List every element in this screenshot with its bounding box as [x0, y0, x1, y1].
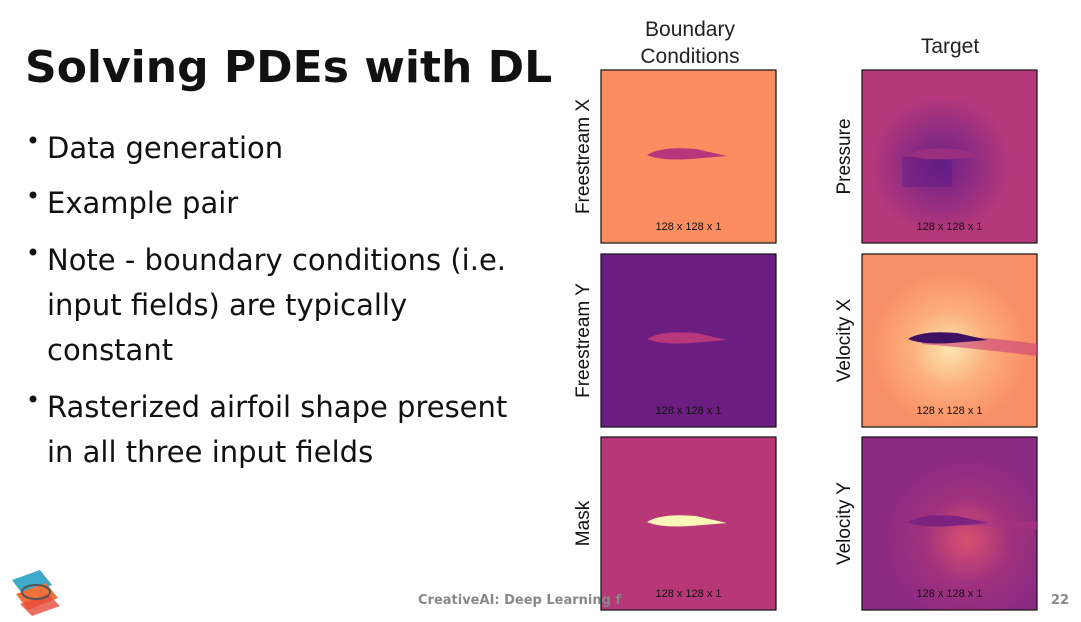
size-label: 128 x 128 x 1	[916, 405, 982, 417]
airfoil	[647, 148, 727, 160]
panel-label: Freestream X	[573, 99, 594, 214]
column-header: Conditions	[640, 45, 739, 68]
pressure-field	[902, 157, 952, 187]
logo	[12, 570, 60, 616]
size-label: 128 x 128 x 1	[655, 588, 721, 600]
figure: Boundary Conditions Target 128 x 128 x 1 Fre…	[573, 18, 1038, 611]
bullet-text: Note - boundary conditions (i.e.	[47, 243, 506, 277]
panel: 128 x 128 x 1 Velocity X	[834, 253, 1038, 428]
panel-label: Pressure	[834, 118, 855, 194]
airfoil	[647, 515, 727, 527]
bullet-text: input fields) are typically	[47, 288, 407, 322]
bullet-dot	[29, 395, 37, 403]
airfoil	[908, 332, 988, 344]
page-number: 22	[1051, 593, 1069, 608]
bullet-dot	[29, 136, 37, 144]
slide-title: Solving PDEs with DL	[25, 42, 552, 93]
size-label: 128 x 128 x 1	[655, 405, 721, 417]
footer-text: CreativeAI: Deep Learning f	[418, 593, 621, 608]
panel-label: Velocity X	[834, 298, 855, 382]
bullet-dot	[29, 248, 37, 256]
panel-label: Velocity Y	[834, 482, 855, 565]
column-header: Boundary	[645, 18, 735, 41]
panel-label: Freestream Y	[573, 283, 594, 398]
size-label: 128 x 128 x 1	[655, 221, 721, 233]
bullet-list: Data generation Example pair Note - bounda…	[29, 131, 507, 469]
panel: 128 x 128 x 1 Freestream Y	[573, 253, 777, 428]
panel-label: Mask	[573, 500, 594, 546]
bullet-text: Data generation	[47, 131, 283, 165]
airfoil	[908, 148, 988, 160]
bullet-dot	[29, 191, 37, 199]
panel: 128 x 128 x 1 Mask	[573, 436, 777, 611]
column-header: Target	[921, 35, 980, 58]
panel: 128 x 128 x 1 Freestream X	[573, 69, 777, 244]
size-label: 128 x 128 x 1	[916, 588, 982, 600]
panel: 128 x 128 x 1 Velocity Y	[834, 436, 1038, 611]
bullet-text: in all three input fields	[47, 435, 373, 469]
size-label: 128 x 128 x 1	[916, 221, 982, 233]
airfoil	[908, 515, 988, 527]
bullet-text: Rasterized airfoil shape present	[47, 390, 507, 424]
airfoil	[647, 332, 727, 344]
bullet-text: Example pair	[47, 186, 238, 220]
panel: 128 x 128 x 1 Pressure	[834, 69, 1038, 244]
bullet-text: constant	[47, 333, 173, 367]
